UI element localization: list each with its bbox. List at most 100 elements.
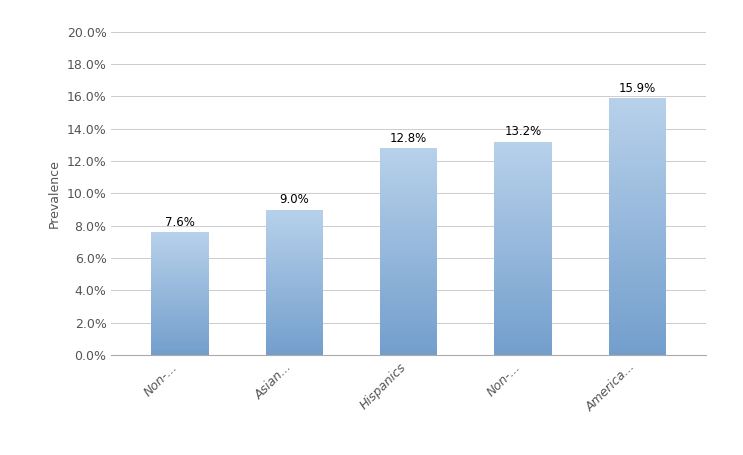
- Bar: [494, 283, 551, 284]
- Bar: [380, 226, 437, 227]
- Bar: [609, 127, 666, 129]
- Bar: [494, 242, 551, 243]
- Bar: [494, 171, 551, 172]
- Bar: [380, 283, 437, 285]
- Bar: [609, 175, 666, 177]
- Bar: [380, 309, 437, 310]
- Bar: [494, 293, 551, 294]
- Bar: [494, 216, 551, 217]
- Bar: [266, 242, 323, 243]
- Bar: [609, 101, 666, 102]
- Bar: [380, 271, 437, 272]
- Bar: [494, 307, 551, 308]
- Bar: [380, 209, 437, 210]
- Bar: [152, 250, 209, 251]
- Bar: [380, 164, 437, 165]
- Bar: [266, 272, 323, 273]
- Bar: [380, 158, 437, 160]
- Bar: [152, 330, 209, 331]
- Bar: [494, 172, 551, 174]
- Bar: [494, 279, 551, 280]
- Bar: [380, 239, 437, 240]
- Bar: [494, 274, 551, 275]
- Bar: [266, 235, 323, 236]
- Bar: [266, 340, 323, 341]
- Bar: [494, 322, 551, 323]
- Bar: [380, 310, 437, 312]
- Bar: [494, 191, 551, 192]
- Bar: [494, 148, 551, 149]
- Bar: [152, 240, 209, 241]
- Bar: [609, 113, 666, 115]
- Bar: [609, 334, 666, 336]
- Bar: [380, 207, 437, 208]
- Bar: [380, 241, 437, 242]
- Bar: [152, 252, 209, 253]
- Bar: [609, 354, 666, 355]
- Bar: [609, 253, 666, 255]
- Bar: [494, 178, 551, 179]
- Bar: [494, 221, 551, 222]
- Bar: [266, 303, 323, 304]
- Bar: [266, 252, 323, 253]
- Bar: [152, 349, 209, 350]
- Bar: [266, 274, 323, 275]
- Bar: [609, 146, 666, 147]
- Bar: [152, 337, 209, 338]
- Bar: [609, 153, 666, 155]
- Bar: [494, 151, 551, 152]
- Bar: [609, 346, 666, 347]
- Bar: [266, 309, 323, 310]
- Bar: [380, 336, 437, 337]
- Bar: [494, 271, 551, 272]
- Bar: [152, 317, 209, 318]
- Bar: [152, 245, 209, 246]
- Bar: [494, 325, 551, 326]
- Bar: [380, 272, 437, 273]
- Bar: [266, 295, 323, 296]
- Bar: [266, 258, 323, 259]
- Bar: [266, 283, 323, 284]
- Bar: [266, 328, 323, 329]
- Bar: [494, 177, 551, 178]
- Bar: [380, 292, 437, 293]
- Bar: [494, 336, 551, 337]
- Bar: [380, 332, 437, 333]
- Bar: [609, 112, 666, 113]
- Bar: [494, 324, 551, 325]
- Bar: [494, 339, 551, 340]
- Bar: [609, 201, 666, 202]
- Bar: [609, 119, 666, 120]
- Bar: [494, 149, 551, 150]
- Bar: [494, 348, 551, 349]
- Bar: [380, 219, 437, 221]
- Bar: [494, 313, 551, 314]
- Bar: [266, 231, 323, 232]
- Bar: [152, 315, 209, 316]
- Bar: [609, 287, 666, 288]
- Bar: [494, 214, 551, 215]
- Bar: [609, 178, 666, 179]
- Bar: [609, 129, 666, 130]
- Bar: [152, 339, 209, 340]
- Bar: [380, 251, 437, 252]
- Bar: [380, 225, 437, 226]
- Bar: [494, 320, 551, 321]
- Bar: [609, 189, 666, 191]
- Bar: [380, 174, 437, 175]
- Bar: [266, 299, 323, 300]
- Bar: [380, 151, 437, 152]
- Bar: [380, 240, 437, 241]
- Bar: [266, 294, 323, 295]
- Bar: [266, 354, 323, 355]
- Bar: [609, 216, 666, 217]
- Bar: [609, 160, 666, 161]
- Bar: [152, 347, 209, 348]
- Bar: [609, 286, 666, 287]
- Bar: [609, 221, 666, 222]
- Bar: [494, 246, 551, 247]
- Bar: [380, 173, 437, 174]
- Bar: [609, 330, 666, 332]
- Bar: [609, 311, 666, 313]
- Bar: [152, 343, 209, 344]
